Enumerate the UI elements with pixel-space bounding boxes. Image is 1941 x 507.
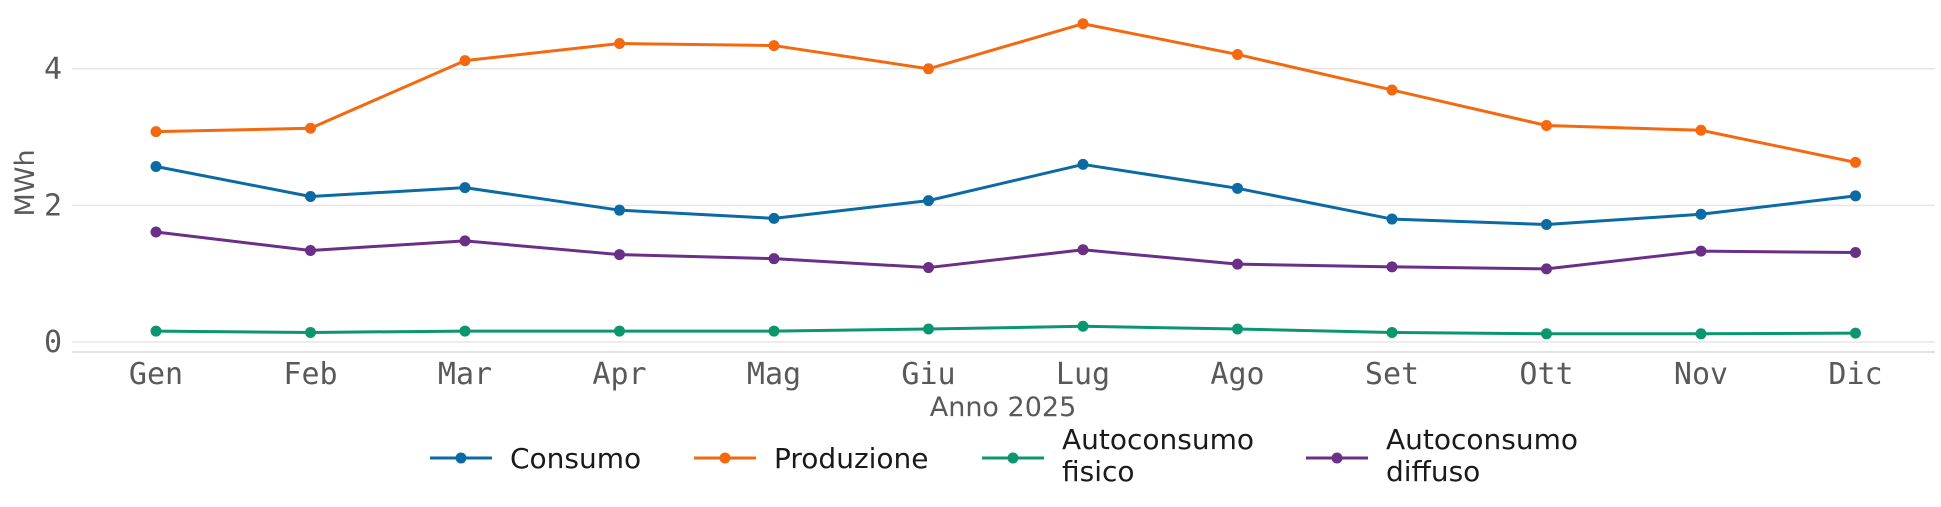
x-tick-label: Set (1365, 357, 1419, 392)
data-point (1077, 18, 1089, 30)
x-tick-labels: Gen Feb Mar Apr Mag Giu Lug Ago Set Ott Nov Dic (129, 357, 1883, 392)
data-point (923, 323, 934, 335)
data-point (1386, 326, 1398, 338)
series-line (155, 22, 1856, 164)
data-point (1541, 219, 1552, 231)
data-point (1850, 156, 1861, 168)
data-point (305, 244, 316, 256)
legend-swatch-marker (719, 452, 731, 464)
series-4 (150, 226, 1861, 275)
data-point (150, 160, 162, 172)
y-tick-label: 4 (44, 52, 62, 87)
data-point (1541, 328, 1552, 340)
data-point (1232, 48, 1243, 60)
legend-label: diffuso (1386, 455, 1480, 488)
data-point (305, 191, 316, 203)
legend-swatch-marker (455, 452, 467, 464)
x-tick-label: Giu (901, 357, 955, 392)
series-line (155, 162, 1856, 227)
x-tick-label: Gen (129, 357, 183, 392)
x-tick-label: Nov (1674, 357, 1728, 392)
y-axis-title: MWh (10, 149, 41, 216)
data-point (923, 63, 934, 75)
x-tick-label: Dic (1828, 357, 1882, 392)
data-point (1695, 208, 1707, 220)
data-point (768, 212, 780, 224)
series-line (155, 324, 1856, 336)
legend-item: Produzione (694, 442, 929, 475)
data-point (1850, 247, 1861, 259)
data-point (1077, 244, 1089, 256)
x-tick-label: Mar (438, 357, 492, 392)
data-point (614, 325, 625, 337)
data-point (1386, 84, 1398, 96)
data-point (1541, 119, 1552, 131)
x-tick-label: Ott (1519, 357, 1573, 392)
legend-item: Consumo (430, 442, 641, 475)
x-tick-label: Lug (1056, 357, 1110, 392)
data-point (305, 326, 316, 338)
data-point (1077, 320, 1089, 332)
data-point (923, 262, 934, 274)
legend-label: Autoconsumo (1062, 423, 1254, 456)
data-point (614, 38, 625, 50)
legend-swatch-marker (1331, 452, 1343, 464)
data-point (614, 249, 625, 261)
data-point (1232, 258, 1243, 270)
data-point (459, 325, 471, 337)
y-tick-labels: 0 2 4 (44, 52, 62, 360)
legend-label: Consumo (510, 442, 641, 475)
data-point (1541, 263, 1552, 275)
x-tick-label: Feb (283, 357, 337, 392)
series-lines (150, 18, 1861, 340)
series-3 (150, 320, 1861, 340)
data-point (459, 55, 471, 67)
data-point (150, 325, 162, 337)
legend: Consumo ProduzioneAutoconsumofisicoAutoco… (430, 423, 1578, 488)
x-axis-title: Anno 2025 (930, 392, 1077, 423)
data-point (1695, 124, 1707, 136)
data-point (923, 195, 934, 207)
data-point (768, 253, 780, 265)
legend-label: Produzione (774, 442, 929, 475)
data-point (150, 226, 162, 238)
x-tick-label: Mag (747, 357, 801, 392)
data-point (768, 40, 780, 52)
data-point (768, 325, 780, 337)
data-point (1386, 261, 1398, 273)
legend-label: Autoconsumo (1386, 423, 1578, 456)
x-tick-label: Ago (1210, 357, 1264, 392)
data-point (459, 235, 471, 247)
data-point (1850, 190, 1861, 202)
data-point (1232, 182, 1243, 194)
legend-label: fisico (1062, 455, 1135, 488)
legend-swatch-marker (1007, 452, 1019, 464)
grid-lines (72, 68, 1935, 343)
data-point (459, 182, 471, 194)
data-point (1386, 213, 1398, 225)
data-point (614, 204, 625, 216)
y-tick-label: 2 (44, 188, 62, 223)
x-tick-label: Apr (592, 357, 646, 392)
data-point (1077, 158, 1089, 170)
data-point (1695, 245, 1707, 257)
data-point (1232, 323, 1243, 335)
data-point (305, 122, 316, 134)
series-line (155, 230, 1856, 271)
data-point (1695, 328, 1707, 340)
data-point (1850, 327, 1861, 339)
data-point (150, 126, 162, 138)
y-tick-label: 0 (44, 325, 62, 360)
series-1 (150, 158, 1861, 231)
series-2 (150, 18, 1861, 168)
